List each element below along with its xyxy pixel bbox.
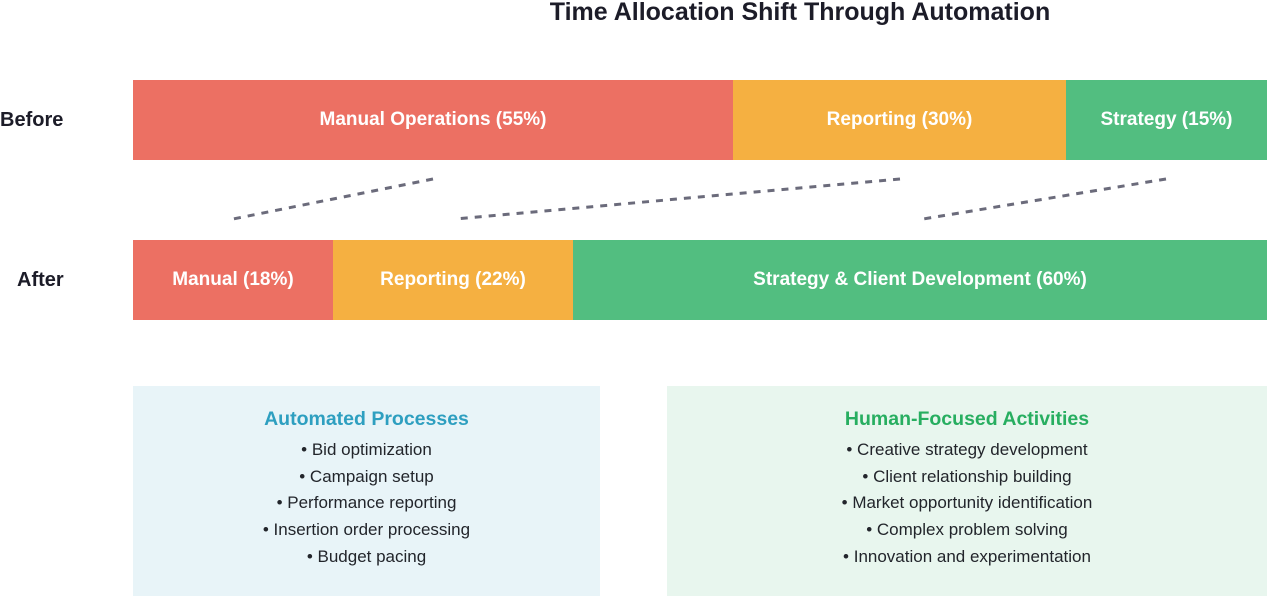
row-label-after: After — [17, 269, 64, 291]
list-item: • Creative strategy development — [846, 440, 1088, 459]
after-bar: Manual (18%) Reporting (22%) Strategy & … — [133, 240, 1267, 320]
automated-processes-box: Automated Processes • Bid optimization •… — [133, 386, 600, 596]
after-segment-strategy-client: Strategy & Client Development (60%) — [573, 240, 1267, 320]
list-item: • Performance reporting — [276, 493, 457, 513]
before-segment-reporting: Reporting (30%) — [733, 80, 1066, 160]
after-segment-reporting: Reporting (22%) — [333, 240, 573, 320]
list-item: • Innovation and experimentation — [843, 546, 1091, 566]
automated-processes-title: Automated Processes — [264, 408, 469, 430]
connector-manual — [232, 177, 434, 221]
list-item: • Insertion order processing — [262, 520, 471, 540]
list-item: • Client relationship building — [862, 466, 1072, 486]
list-item: • Campaign setup — [299, 466, 434, 486]
automated-processes-list: • Bid optimization • Campaign setup • Pe… — [133, 437, 600, 571]
human-focused-activities-title: Human-Focused Activities — [844, 408, 1090, 430]
chart-title-container: Time Allocation Shift Through Automation — [500, 0, 1100, 30]
human-focused-activities-list: • Creative strategy development • Client… — [667, 437, 1267, 571]
connector-reporting — [454, 177, 901, 221]
before-segment-manual: Manual Operations (55%) — [133, 80, 733, 160]
before-bar: Manual Operations (55%) Reporting (30%) … — [133, 80, 1267, 160]
list-item: • Bid optimization — [301, 440, 432, 459]
row-label-before: Before — [0, 109, 64, 131]
after-segment-manual: Manual (18%) — [133, 240, 333, 320]
before-segment-strategy: Strategy (15%) — [1066, 80, 1267, 160]
chart-title: Time Allocation Shift Through Automation — [549, 0, 1051, 26]
list-item: • Market opportunity identification — [841, 493, 1093, 513]
human-focused-activities-box: Human-Focused Activities • Creative stra… — [667, 386, 1267, 596]
list-item: • Budget pacing — [306, 546, 427, 566]
list-item: • Complex problem solving — [866, 520, 1068, 540]
connector-strategy — [922, 177, 1167, 221]
